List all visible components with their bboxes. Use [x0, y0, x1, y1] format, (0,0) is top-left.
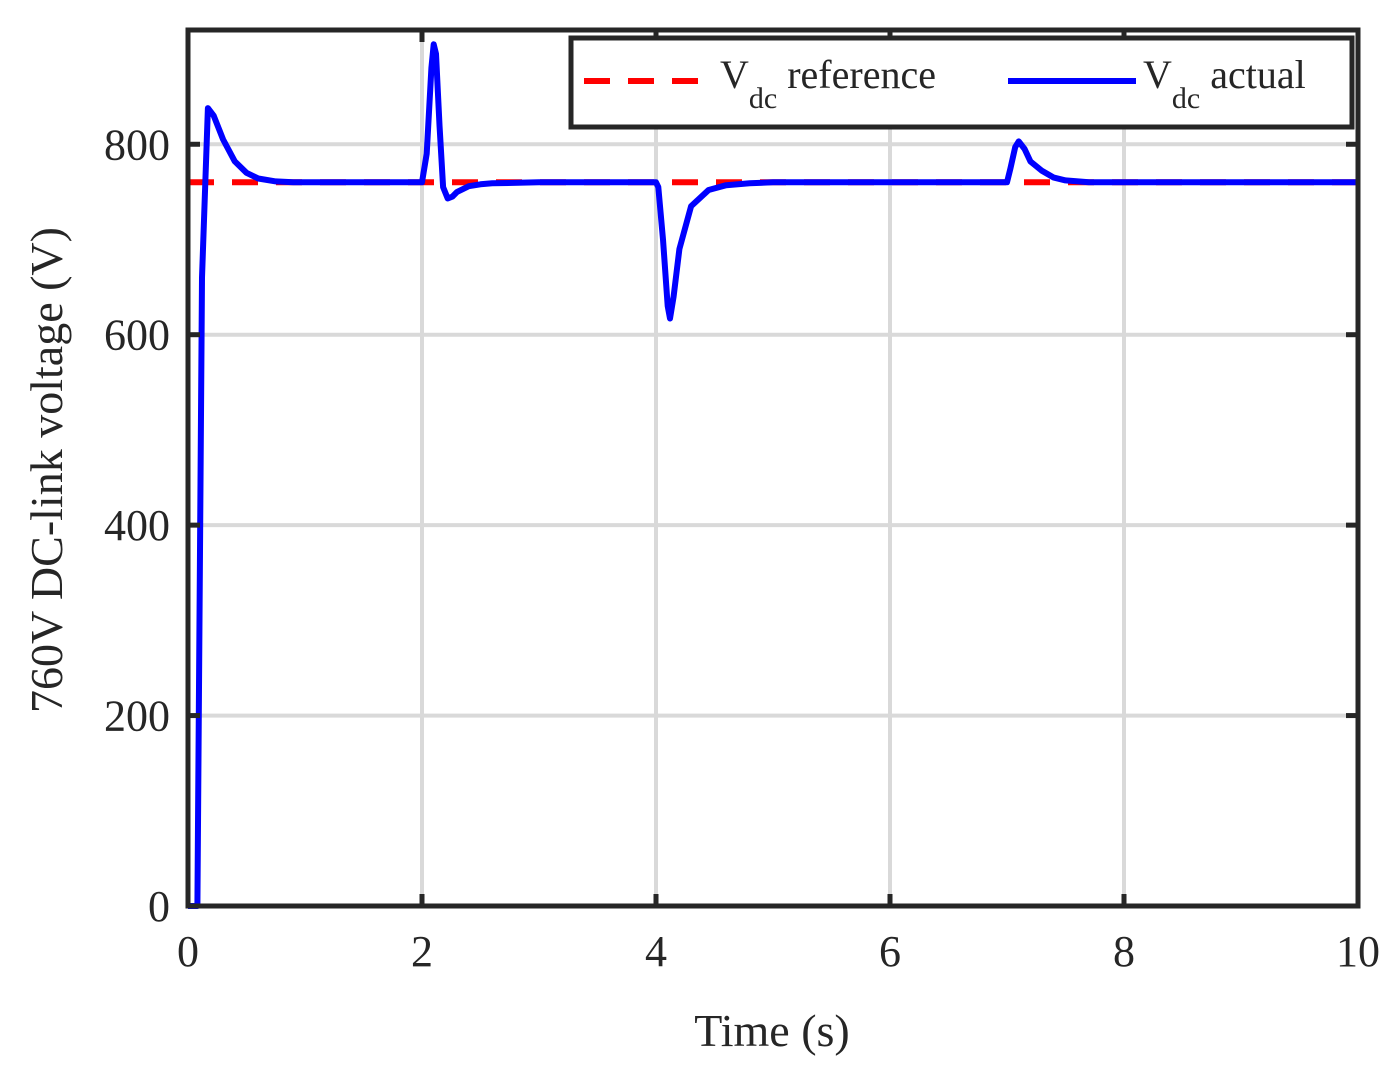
series-line-actual [188, 41, 1358, 909]
x-tick-label-3: 6 [879, 927, 901, 976]
y-tick-label-3: 600 [104, 311, 170, 360]
x-tick-label-5: 10 [1336, 927, 1380, 976]
x-axis-label: Time (s) [694, 1005, 850, 1056]
y-tick-label-1: 200 [104, 692, 170, 741]
x-tick-label-0: 0 [177, 927, 199, 976]
series-layer [188, 41, 1358, 909]
y-tick-label-0: 0 [148, 882, 170, 931]
y-tick-label-2: 400 [104, 501, 170, 550]
axes-frame [185, 27, 1361, 909]
y-axis-label: 760V DC-link voltage (V) [21, 227, 72, 713]
legend-label-actual: Vdc actual [1143, 52, 1306, 115]
legend-label-reference: Vdc reference [720, 52, 936, 115]
y-tick-label-4: 800 [104, 120, 170, 169]
legend: Vdc reference Vdc actual [568, 35, 1355, 130]
x-tick-label-4: 8 [1113, 927, 1135, 976]
x-tick-label-1: 2 [411, 927, 433, 976]
plot-frame [185, 27, 1361, 909]
x-tick-label-2: 4 [645, 927, 667, 976]
legend-box [568, 35, 1355, 130]
tick-labels: 0 2 4 6 8 10 0 200 400 600 800 [104, 120, 1380, 976]
